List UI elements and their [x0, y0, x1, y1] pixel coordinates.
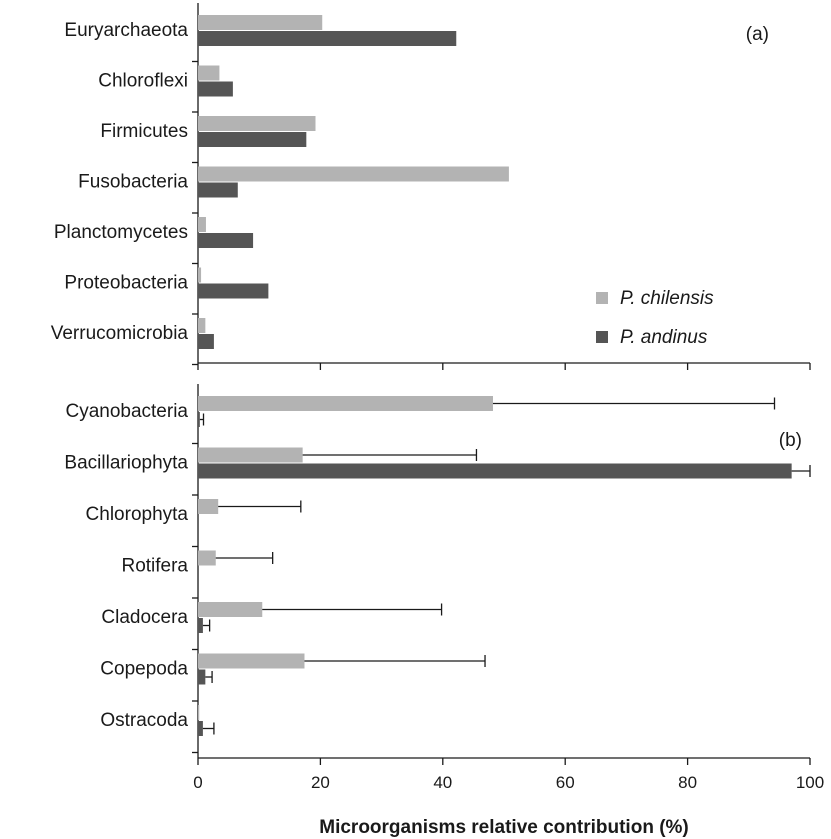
bar-copepoda-chilensis — [198, 653, 305, 669]
x-tick-label-40: 40 — [433, 773, 452, 792]
panel-b-label: (b) — [779, 430, 802, 451]
bar-rotifera-chilensis — [198, 550, 216, 566]
x-tick-label-0: 0 — [193, 773, 202, 792]
bar-chloroflexi-andinus — [198, 81, 233, 97]
category-label-chloroflexi: Chloroflexi — [98, 71, 188, 92]
bar-cladocera-chilensis — [198, 602, 263, 617]
bar-fusobacteria-chilensis — [198, 166, 509, 182]
x-tick-label-20: 20 — [311, 773, 330, 792]
category-label-proteobacteria: Proteobacteria — [64, 273, 188, 294]
bar-bacillariophyta-chilensis — [198, 447, 303, 463]
legend-label-chilensis: P. chilensis — [620, 288, 714, 309]
legend-swatch-andinus — [596, 331, 608, 343]
legend-label-andinus: P. andinus — [620, 327, 708, 348]
bar-euryarchaeota-chilensis — [198, 15, 323, 30]
category-label-copepoda: Copepoda — [100, 659, 188, 680]
bar-chloroflexi-chilensis — [198, 65, 220, 81]
category-label-bacillariophyta: Bacillariophyta — [64, 453, 188, 474]
category-label-euryarchaeota: Euryarchaeota — [64, 20, 188, 41]
category-label-cladocera: Cladocera — [101, 607, 188, 628]
legend-swatch-chilensis — [596, 292, 608, 304]
bar-cladocera-andinus — [198, 618, 203, 633]
bar-euryarchaeota-andinus — [198, 31, 457, 46]
category-label-ostracoda: Ostracoda — [100, 710, 188, 731]
bar-fusobacteria-andinus — [198, 182, 238, 198]
category-label-chlorophyta: Chlorophyta — [86, 504, 189, 525]
panel-b: 0 20 40 60 80 100 Cyanobacteria Bacillariophyta… — [64, 384, 824, 792]
bar-copepoda-andinus — [198, 669, 206, 685]
bar-proteobacteria-chilensis — [198, 267, 202, 283]
category-label-cyanobacteria: Cyanobacteria — [65, 401, 188, 422]
category-label-planctomycetes: Planctomycetes — [54, 222, 188, 243]
category-label-verrucomicrobia: Verrucomicrobia — [51, 323, 189, 344]
x-axis-title: Microorganisms relative contribution (%) — [319, 817, 689, 838]
bar-firmicutes-chilensis — [198, 116, 316, 131]
category-label-fusobacteria: Fusobacteria — [78, 172, 188, 193]
x-tick-label-80: 80 — [678, 773, 697, 792]
category-label-firmicutes: Firmicutes — [100, 121, 188, 142]
bar-verrucomicrobia-andinus — [198, 334, 214, 349]
x-tick-label-60: 60 — [556, 773, 575, 792]
bar-chlorophyta-chilensis — [198, 499, 219, 514]
bar-verrucomicrobia-chilensis — [198, 318, 206, 333]
bar-ostracoda-chilensis — [198, 705, 200, 720]
panel-a: Euryarchaeota Chloroflexi Firmicutes Fusoba… — [51, 3, 811, 370]
bar-planctomycetes-chilensis — [198, 217, 206, 232]
bar-cyanobacteria-chilensis — [198, 396, 493, 411]
legend: P. chilensis P. andinus — [596, 288, 714, 348]
category-label-rotifera: Rotifera — [121, 556, 188, 577]
bar-planctomycetes-andinus — [198, 233, 254, 248]
bar-cyanobacteria-andinus — [198, 412, 200, 427]
bar-firmicutes-andinus — [198, 132, 307, 147]
x-tick-label-100: 100 — [796, 773, 824, 792]
bar-proteobacteria-andinus — [198, 283, 269, 299]
panel-a-label: (a) — [746, 24, 769, 45]
bar-ostracoda-andinus — [198, 721, 203, 736]
bar-bacillariophyta-andinus — [198, 463, 792, 479]
